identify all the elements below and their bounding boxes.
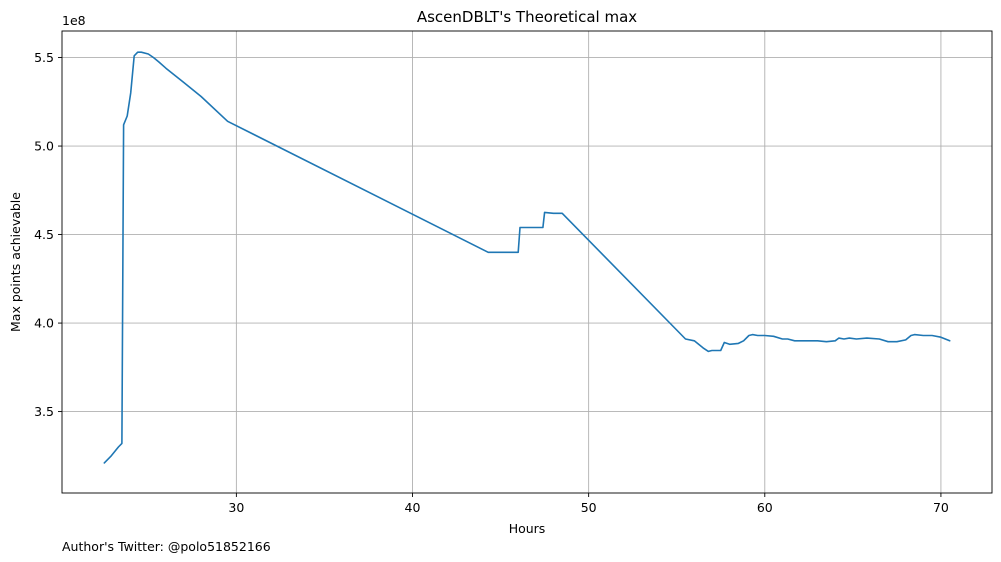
y-tick-label: 5.0 [34, 139, 54, 154]
y-tick-label: 4.5 [34, 227, 54, 242]
y-offset-label: 1e8 [62, 13, 86, 28]
x-tick-label: 60 [757, 500, 773, 515]
x-axis: 30 40 50 60 70 [228, 493, 949, 515]
y-axis: 3.5 4.0 4.5 5.0 5.5 [34, 50, 62, 419]
plot-frame [61, 30, 993, 494]
grid [62, 31, 992, 493]
author-twitter-footer: Author's Twitter: @polo51852166 [62, 539, 271, 554]
y-tick-label: 4.0 [34, 316, 54, 331]
x-tick-label: 50 [581, 500, 597, 515]
y-axis-label: Max points achievable [8, 192, 23, 332]
x-tick-label: 70 [933, 500, 949, 515]
y-tick-label: 5.5 [34, 50, 54, 65]
x-axis-label: Hours [509, 521, 546, 536]
chart-title: AscenDBLT's Theoretical max [417, 8, 637, 26]
x-tick-label: 30 [228, 500, 244, 515]
y-tick-label: 3.5 [34, 404, 54, 419]
x-tick-label: 40 [405, 500, 421, 515]
series-layer [103, 51, 951, 464]
series-line-0 [103, 51, 951, 464]
